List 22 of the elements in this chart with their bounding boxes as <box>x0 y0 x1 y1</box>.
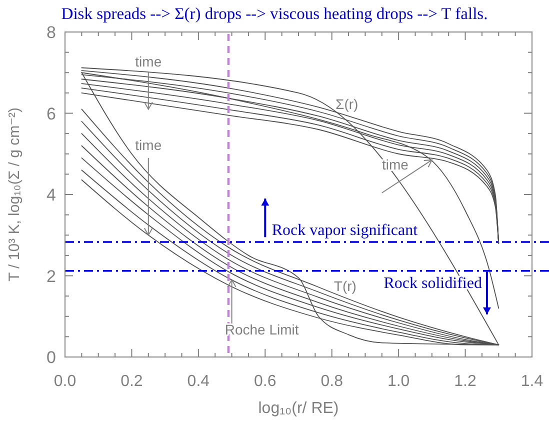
annotation: time <box>135 136 162 153</box>
x-tick-label: 0.8 <box>320 373 344 390</box>
annotation: Rock vapor significant <box>272 222 418 240</box>
annotation: T(r) <box>334 278 356 294</box>
y-tick-label: 2 <box>46 266 56 286</box>
x-tick-label: 0.0 <box>54 373 76 390</box>
x-tick-label: 1.0 <box>387 373 410 390</box>
x-tick-label: 0.2 <box>120 373 143 390</box>
annotation: time <box>135 54 162 70</box>
y-axis-title: T / 10³ K, log₁₀(Σ / g cm⁻²) <box>6 107 23 282</box>
annotation: Σ(r) <box>336 96 358 112</box>
x-tick-label: 0.4 <box>187 373 210 390</box>
y-tick-label: 0 <box>46 348 56 367</box>
x-tick-label: 1.4 <box>520 373 544 390</box>
annotation: Roche Limit <box>224 322 299 338</box>
x-axis-title: log₁₀(r/ RE) <box>258 400 339 417</box>
x-tick-label: 1.2 <box>454 373 477 390</box>
y-tick-label: 6 <box>46 104 56 124</box>
x-tick-label: 0.6 <box>254 373 276 390</box>
y-tick-label: 8 <box>46 23 56 42</box>
y-tick-label: 4 <box>46 186 56 204</box>
chart-title: Disk spreads --> Σ(r) drops --> viscous heating drops --> T falls. <box>61 4 488 23</box>
